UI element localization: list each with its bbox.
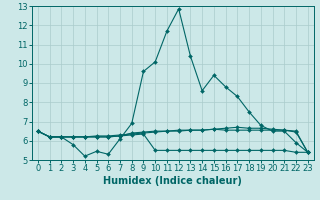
X-axis label: Humidex (Indice chaleur): Humidex (Indice chaleur): [103, 176, 242, 186]
